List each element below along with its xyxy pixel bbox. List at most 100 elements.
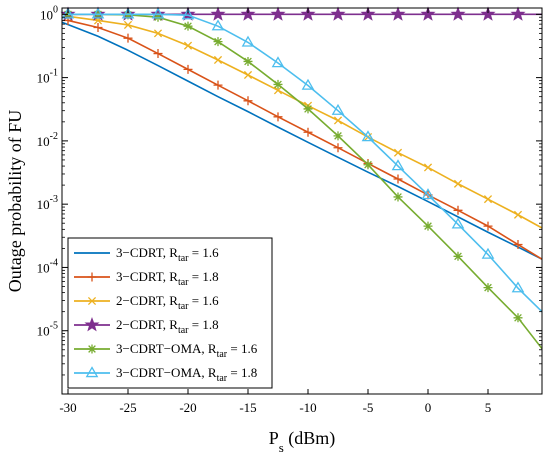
- series-group: [60, 6, 543, 350]
- y-tick-label: 10-5: [37, 321, 58, 339]
- data-point-marker: [213, 37, 223, 47]
- y-axis-label: Outage probability of FU: [5, 110, 25, 292]
- x-tick-label: 0: [425, 400, 432, 415]
- legend-box: [67, 237, 273, 389]
- data-point-marker: [123, 33, 133, 43]
- data-point-marker: [180, 6, 196, 21]
- data-point-marker: [183, 41, 193, 50]
- data-point-marker: [183, 64, 193, 74]
- data-point-marker: [213, 55, 223, 65]
- data-point-marker: [391, 159, 405, 171]
- legend-label: 3−CDRT−OMA, Rtar = 1.8: [116, 365, 257, 384]
- legend-marker: [84, 317, 100, 332]
- legend-entry: 3−CDRT, Rtar = 1.6: [74, 245, 219, 264]
- data-point-marker: [303, 104, 313, 114]
- data-point-marker: [420, 6, 436, 21]
- data-point-marker: [93, 22, 103, 32]
- data-point-marker: [453, 179, 463, 188]
- data-point-marker: [513, 210, 523, 219]
- x-tick-label: 5: [485, 400, 492, 415]
- legend-entry: 3−CDRT−OMA, Rtar = 1.6: [74, 341, 258, 360]
- legend-marker: [87, 272, 97, 282]
- data-point-marker: [393, 148, 403, 157]
- y-tick-label: 10-4: [37, 257, 58, 275]
- data-point-marker: [331, 103, 345, 115]
- data-point-marker: [333, 131, 343, 141]
- data-point-marker: [393, 174, 403, 184]
- data-point-marker: [211, 19, 225, 31]
- data-point-marker: [423, 221, 433, 231]
- plot-frame: [61, 7, 543, 395]
- data-point-marker: [123, 20, 133, 29]
- data-point-marker: [453, 205, 463, 215]
- data-point-marker: [483, 195, 493, 204]
- data-point-marker: [303, 127, 313, 137]
- data-point-marker: [273, 112, 283, 122]
- data-point-marker: [513, 313, 523, 323]
- y-tick-label: 10-3: [37, 194, 58, 212]
- y-tick-label: 10-2: [37, 131, 58, 149]
- x-axis-label: Ps (dBm): [269, 428, 336, 455]
- data-point-marker: [483, 221, 493, 231]
- data-point-marker: [61, 7, 75, 19]
- data-point-marker: [181, 8, 195, 20]
- x-tick-label: -20: [179, 400, 196, 415]
- x-tick-label: -5: [363, 400, 374, 415]
- data-point-marker: [300, 6, 316, 21]
- series-6: [61, 7, 543, 313]
- legend-entry: 3−CDRT, Rtar = 1.8: [74, 269, 219, 288]
- data-point-marker: [270, 6, 286, 21]
- data-point-marker: [511, 281, 525, 293]
- x-tick-label: -30: [59, 400, 76, 415]
- data-point-marker: [330, 6, 346, 21]
- data-point-marker: [243, 56, 253, 66]
- data-point-marker: [333, 116, 343, 125]
- data-point-marker: [273, 79, 283, 89]
- data-point-marker: [450, 6, 466, 21]
- data-point-marker: [451, 217, 465, 229]
- data-point-marker: [243, 96, 253, 106]
- x-tick-label: -25: [119, 400, 136, 415]
- data-point-marker: [480, 6, 496, 21]
- series-1: [61, 21, 543, 260]
- data-point-marker: [273, 86, 283, 95]
- data-point-marker: [481, 247, 495, 259]
- y-tick-label: 100: [40, 4, 58, 22]
- legend-label: 2−CDRT, Rtar = 1.8: [116, 317, 219, 336]
- legend-label: 3−CDRT, Rtar = 1.6: [116, 245, 219, 264]
- data-point-marker: [153, 12, 163, 22]
- data-point-marker: [151, 7, 165, 19]
- data-point-marker: [423, 163, 433, 172]
- legend-label: 3−CDRT, Rtar = 1.8: [116, 269, 219, 288]
- series-line: [68, 13, 543, 313]
- data-point-marker: [360, 6, 376, 21]
- data-point-marker: [183, 21, 193, 31]
- data-point-marker: [271, 56, 285, 68]
- data-point-marker: [153, 29, 163, 38]
- legend-entry: 2−CDRT, Rtar = 1.6: [74, 293, 219, 312]
- data-point-marker: [91, 7, 105, 19]
- x-tick-label: -15: [239, 400, 256, 415]
- data-point-marker: [510, 6, 526, 21]
- data-point-marker: [210, 6, 226, 21]
- data-point-marker: [393, 192, 403, 202]
- data-point-marker: [513, 240, 523, 250]
- data-point-marker: [453, 251, 463, 261]
- data-point-marker: [390, 6, 406, 21]
- legend: 3−CDRT, Rtar = 1.6 3−CDRT, Rtar = 1.8 2−CD…: [67, 237, 273, 389]
- data-point-marker: [213, 80, 223, 90]
- legend-label: 3−CDRT−OMA, Rtar = 1.6: [116, 341, 258, 360]
- legend-marker: [87, 296, 97, 306]
- legend-entry: 3−CDRT−OMA, Rtar = 1.8: [74, 365, 257, 384]
- data-point-marker: [363, 160, 373, 170]
- legend-marker: [87, 344, 97, 354]
- legend-marker: [85, 366, 99, 378]
- data-point-marker: [121, 7, 135, 19]
- data-point-marker: [240, 6, 256, 21]
- data-point-marker: [421, 188, 435, 200]
- legend-label: 2−CDRT, Rtar = 1.6: [116, 293, 219, 312]
- y-tick-label: 10-1: [37, 68, 58, 86]
- data-point-marker: [243, 70, 253, 80]
- data-point-marker: [241, 35, 255, 47]
